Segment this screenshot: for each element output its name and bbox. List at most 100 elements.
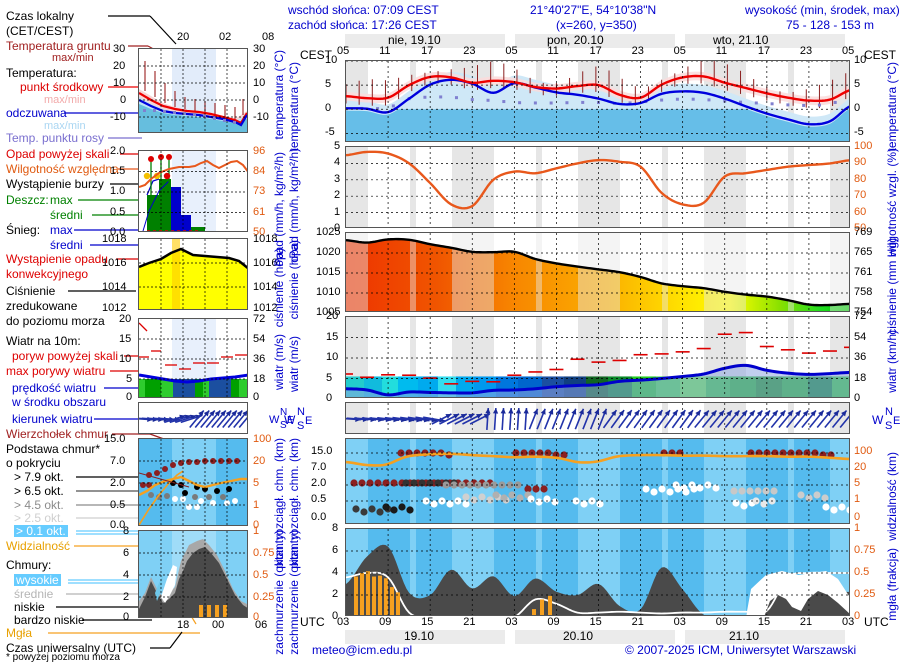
- small-panel-temperature[interactable]: [138, 48, 248, 133]
- utc-tick-11: 21: [800, 617, 812, 628]
- small-panel-clouds[interactable]: [138, 438, 248, 526]
- main-panel-precip-humidity[interactable]: [345, 146, 850, 228]
- legend-visibility: Widzialność: [6, 540, 70, 552]
- utc-label-left: UTC: [300, 616, 325, 628]
- axis-title-temperature-left: temperatura (°C): [288, 62, 300, 152]
- legend-fog: Mgła: [6, 627, 32, 639]
- legend-okt-45: > 4.5 okt.: [14, 499, 64, 511]
- legend-cloud-base-line1: Podstawa chmur*: [6, 443, 100, 455]
- day-band-bottom-2: [685, 630, 845, 644]
- utc-tick-9: 09: [716, 617, 728, 628]
- cest-tick-11: 23: [800, 46, 812, 57]
- small-fog-tick-2: 0.5: [253, 570, 268, 581]
- temp-tick-l-1: 5: [325, 79, 331, 90]
- svg-text:N: N: [885, 406, 893, 418]
- fog-tick-r-0: 1: [854, 523, 860, 534]
- legend-clouds: Chmury:: [6, 559, 51, 571]
- cloud-tick-l-2: 2.0: [311, 478, 326, 489]
- small-temp-tick-30l: 30: [113, 44, 125, 55]
- legend-rain-mean: średni: [50, 209, 83, 221]
- legend-wind-direction: kierunek wiatru: [12, 413, 93, 425]
- legend-clouds-high: wysokie: [14, 574, 61, 586]
- cest-tick-9: 11: [716, 46, 727, 57]
- axis-title-temperature-right: temperatura (°C): [886, 62, 898, 152]
- small-wind-tickr-1: 54: [253, 334, 265, 345]
- temp-tick-r-3: -5: [854, 127, 864, 138]
- main-panel-wind-direction[interactable]: [345, 402, 850, 434]
- main-panel-clouds[interactable]: [345, 438, 850, 524]
- legend-local-time-line2: (CET/CEST): [6, 25, 73, 37]
- main-panel-temperature[interactable]: [345, 60, 850, 142]
- day-band-bottom-1: [515, 630, 675, 644]
- hum-tick-r-3: 70: [854, 190, 866, 201]
- small-axis-cest-1: 02: [219, 32, 231, 43]
- cover-tick-l-3: 2: [332, 589, 338, 600]
- vis-tick-r-1: 20: [854, 462, 866, 473]
- small-wind-tickr-3: 18: [253, 374, 265, 385]
- footer-email[interactable]: meteo@icm.edu.pl: [312, 644, 412, 656]
- legend-wind10m: Wiatr na 10m:: [6, 335, 81, 347]
- small-temp-tick-10l: 10: [113, 78, 125, 89]
- small-panel-wind-direction[interactable]: [138, 402, 248, 434]
- utc-label-right: UTC: [864, 616, 889, 628]
- small-panel-cloud-cover[interactable]: [138, 530, 248, 618]
- cest-tick-12: 05: [842, 46, 854, 57]
- small-panel-precipitation[interactable]: [138, 150, 248, 232]
- legend-cloud-top: Wierzchołek chmur: [6, 428, 108, 440]
- small-wind-tick-2: 10: [119, 354, 131, 365]
- main-panel-wind[interactable]: [345, 316, 850, 398]
- legend-clouds-low: niskie: [14, 601, 45, 613]
- legend-cloud-base-line2: o pokryciu: [6, 457, 61, 469]
- fog-tick-r-3: 0.25: [854, 589, 875, 600]
- svg-text:W: W: [284, 413, 296, 427]
- axis-title-fog-right: mgła (frakcja): [886, 548, 898, 621]
- cest-tick-4: 05: [505, 46, 517, 57]
- legend-temperature: Temperatura:: [6, 67, 77, 79]
- hum-tick-r-0: 100: [854, 141, 872, 152]
- small-panel-pressure[interactable]: [138, 238, 248, 310]
- small-temp-tick-10r: 10: [253, 78, 265, 89]
- precip-tick-l-1: 4: [334, 157, 340, 168]
- small-temp-tick-20r: 20: [253, 61, 265, 72]
- precip-tick-l-2: 3: [334, 174, 340, 185]
- axis-title-visibility-right: widzialność (km): [886, 452, 898, 541]
- temp-tick-r-0: 10: [854, 55, 866, 66]
- svg-text:S: S: [885, 420, 892, 432]
- fog-tick-r-2: 0.5: [854, 567, 869, 578]
- sunset-label: zachód słońca: 17:26 CEST: [288, 19, 437, 31]
- legend-storm: Wystąpienie burzy: [6, 178, 104, 190]
- vis-tick-r-2: 5: [854, 478, 860, 489]
- svg-text:S: S: [297, 420, 304, 432]
- legend-okt-01: > 0.1 okt.: [14, 525, 68, 537]
- utc-tick-3: 21: [463, 617, 475, 628]
- main-panel-pressure[interactable]: [345, 232, 850, 312]
- axis-title-wind-right: wiatr (km/h): [886, 330, 898, 393]
- temp-tick-l-2: 0: [325, 103, 331, 114]
- small-wind-tick-0: 20: [119, 314, 131, 325]
- press-tick-r-1: 765: [854, 247, 872, 258]
- main-panel-cloud-cover[interactable]: [345, 528, 850, 616]
- small-vis-tick-1: 20: [253, 456, 265, 467]
- cloud-tick-l-1: 7.0: [311, 462, 326, 473]
- hum-tick-r-1: 90: [854, 157, 866, 168]
- wind-tick-l-3: 5: [326, 373, 332, 384]
- legend-temp-mid: punkt środkowy: [20, 81, 103, 93]
- utc-tick-1: 09: [379, 617, 391, 628]
- legend-ground-temp-maxmin: max/min: [52, 53, 94, 64]
- small-axis-title-temperature: temperatura (°C): [273, 50, 285, 140]
- legend-humidity: Wilgotność względna: [6, 163, 119, 175]
- cover-tick-l-2: 4: [332, 567, 338, 578]
- footer-copyright: © 2007-2025 ICM, Uniwersytet Warszawski: [625, 644, 856, 656]
- legend-gust-max: max porywy wiatru: [6, 365, 105, 377]
- day-label-bottom-1: 20.10: [563, 630, 593, 642]
- legend-convective-line1: Wystąpienie opadu: [6, 253, 108, 265]
- legend-pressure-line2: zredukowane: [6, 300, 77, 312]
- small-precip-tick-2: 1.0: [110, 186, 125, 197]
- cover-tick-l-0: 8: [332, 523, 338, 534]
- cest-tick-6: 17: [590, 46, 602, 57]
- small-panel-wind[interactable]: [138, 318, 248, 398]
- svg-text:W: W: [872, 413, 884, 427]
- legend-wind-speed-line1: prędkość wiatru: [12, 382, 96, 394]
